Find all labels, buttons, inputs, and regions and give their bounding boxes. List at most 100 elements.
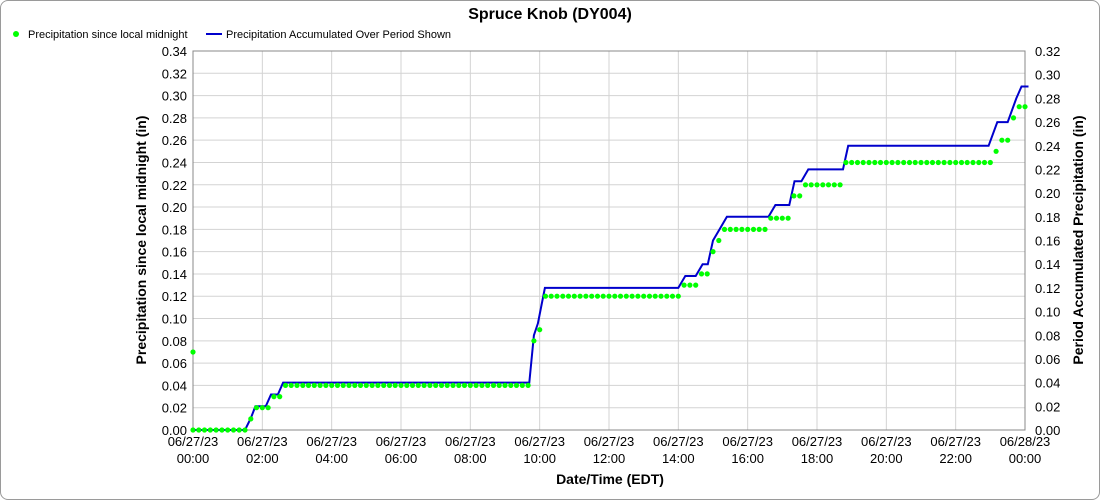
scatter-point [392,382,398,388]
right-tick-label: 0.32 [1035,44,1060,59]
right-axis-ticks: 0.00 0.02 0.04 0.06 0.08 0.10 0.12 0.14 0.16 0.18… [1035,44,1060,438]
x-tick-time: 16:00 [731,451,764,466]
right-tick-label: 0.20 [1035,186,1060,201]
scatter-point [450,382,456,388]
scatter-point [617,293,624,299]
legend: Precipitation since local midnight Preci… [13,29,451,41]
scatter-point [785,215,791,221]
scatter-point [415,382,421,388]
scatter-point [883,159,889,166]
right-tick-label: 0.26 [1035,115,1060,130]
scatter-point [929,159,936,166]
scatter-point [762,226,768,232]
left-tick-label: 0.26 [162,133,187,148]
scatter-point [756,226,762,232]
x-tick-date: 06/27/23 [306,434,357,449]
scatter-point [953,159,959,166]
scatter-point [594,293,601,299]
x-tick-date: 06/27/23 [168,434,219,449]
scatter-point [300,382,306,388]
scatter-point [560,293,566,299]
scatter-point [1005,137,1011,143]
left-tick-label: 0.20 [162,200,187,215]
scatter-point [427,382,433,388]
left-tick-label: 0.06 [162,356,187,371]
scatter-point [733,226,739,232]
scatter-point [496,382,502,388]
scatter-point [687,282,693,288]
scatter-point [508,382,514,388]
left-tick-label: 0.02 [162,401,187,416]
scatter-point [571,293,577,299]
scatter-point [236,427,242,433]
scatter-point [1022,104,1028,110]
legend-scatter-marker [13,31,19,37]
grid [192,50,1026,431]
left-tick-label: 0.32 [162,66,187,81]
accumulated-line-series [193,85,1029,431]
scatter-point [889,159,895,166]
scatter-point [664,293,670,299]
scatter-point [1016,104,1022,110]
left-axis-ticks: 0.00 0.02 0.04 0.06 0.08 0.10 0.12 0.14 0.16 0.18… [162,44,187,438]
scatter-point [196,427,202,433]
scatter-point [531,338,537,344]
scatter-point [779,215,785,221]
scatter-point [999,137,1005,143]
left-tick-label: 0.12 [162,289,187,304]
scatter-point [213,427,219,433]
scatter-point [721,226,728,232]
scatter-point [398,382,404,388]
scatter-point [825,182,832,188]
scatter-point [623,293,629,299]
scatter-point [704,271,710,277]
scatter-point [1010,115,1017,121]
scatter-point [201,427,208,433]
scatter-point [802,182,809,188]
scatter-point [797,193,803,199]
left-tick-label: 0.34 [162,44,187,59]
scatter-point [641,293,647,299]
legend-scatter-label: Precipitation since local midnight [28,29,188,41]
scatter-point [750,226,757,232]
scatter-point [513,382,520,388]
left-tick-label: 0.16 [162,245,187,260]
scatter-point [646,293,653,299]
scatter-point [363,382,369,388]
scatter-point [675,293,681,299]
x-tick-time: 10:00 [523,451,556,466]
scatter-point [317,382,323,388]
scatter-point [288,382,294,388]
scatter-point [265,405,271,411]
scatter-point [820,182,826,188]
scatter-point [854,159,861,166]
x-tick-date: 06/27/23 [376,434,427,449]
scatter-point [716,237,722,244]
scatter-point [519,382,525,388]
right-tick-label: 0.16 [1035,234,1060,249]
scatter-point [421,382,427,388]
scatter-point [727,226,733,232]
scatter-point [849,159,855,166]
right-tick-label: 0.00 [1035,423,1060,438]
scatter-point [537,327,543,333]
scatter-point [230,427,237,433]
scatter-point [253,405,260,411]
right-tick-label: 0.08 [1035,328,1060,343]
scatter-point [768,215,774,221]
left-tick-label: 0.28 [162,111,187,126]
scatter-point [485,382,491,388]
plot-area [192,50,1026,431]
x-tick-time: 12:00 [593,451,626,466]
x-tick-time: 08:00 [454,451,487,466]
scatter-point [433,382,439,388]
x-tick-date: 06/27/23 [514,434,565,449]
scatter-point [190,349,196,355]
scatter-point [698,271,705,277]
right-tick-label: 0.12 [1035,281,1060,296]
scatter-point [808,182,814,188]
right-tick-label: 0.18 [1035,210,1060,225]
scatter-point [918,159,924,166]
scatter-point [906,159,913,166]
